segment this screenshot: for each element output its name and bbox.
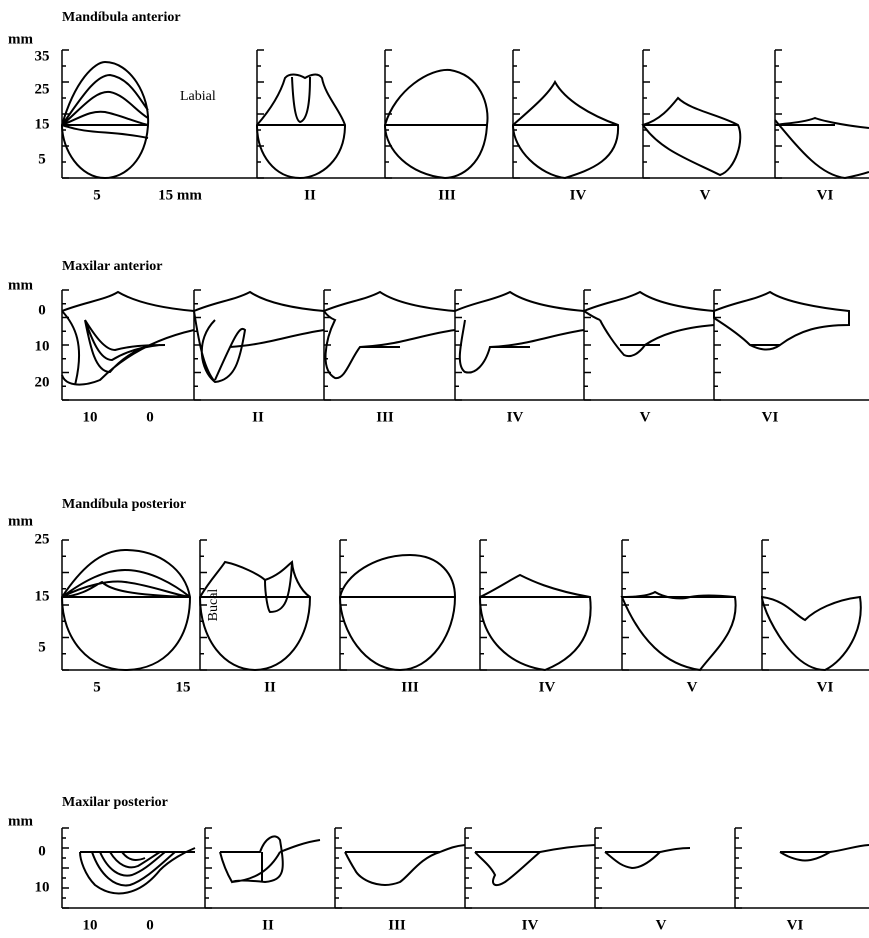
class-label: V [656, 917, 667, 933]
class-label: III [438, 187, 456, 203]
panel-title: Mandíbula posterior [62, 497, 186, 512]
y-tick-label: 5 [38, 151, 46, 167]
class-label: VI [762, 409, 779, 425]
y-tick-label: 15 [35, 588, 50, 604]
side-label: Bucal [206, 589, 221, 622]
x-tick-label: 15 mm [158, 187, 202, 203]
x-tick-label: 0 [146, 917, 154, 933]
class-label: IV [522, 917, 539, 933]
class-label: IV [570, 187, 587, 203]
x-tick-label: 0 [146, 409, 154, 425]
y-tick-label: 20 [35, 374, 50, 390]
x-tick-label: 10 [83, 917, 98, 933]
class-label: VI [787, 917, 804, 933]
panel-title: Maxilar anterior [62, 259, 162, 274]
unit-label: mm [8, 813, 33, 829]
side-label: Labial [180, 89, 216, 104]
y-tick-label: 10 [35, 338, 50, 354]
y-tick-label: 0 [38, 843, 46, 859]
class-label: II [264, 679, 276, 695]
panel-title: Mandíbula anterior [62, 10, 181, 25]
class-label: III [388, 917, 406, 933]
class-label: IV [507, 409, 524, 425]
class-label: III [401, 679, 419, 695]
y-tick-label: 15 [35, 116, 50, 132]
class-label: III [376, 409, 394, 425]
class-label: II [252, 409, 264, 425]
x-tick-label: 15 [176, 679, 191, 695]
y-tick-label: 0 [38, 302, 46, 318]
unit-label: mm [8, 31, 33, 47]
class-label: II [304, 187, 316, 203]
x-tick-label: 10 [83, 409, 98, 425]
class-label: IV [539, 679, 556, 695]
figure: Mandíbula anteriormm3525155515 mmIIIIIIV… [0, 0, 869, 938]
unit-label: mm [8, 513, 33, 529]
class-label: VI [817, 679, 834, 695]
class-label: VI [817, 187, 834, 203]
unit-label: mm [8, 277, 33, 293]
y-tick-label: 5 [38, 639, 46, 655]
x-tick-label: 5 [93, 187, 101, 203]
y-tick-label: 25 [35, 81, 50, 97]
y-tick-label: 10 [35, 879, 50, 895]
panel-title: Maxilar posterior [62, 795, 168, 810]
class-label: V [640, 409, 651, 425]
class-label: V [700, 187, 711, 203]
y-tick-label: 25 [35, 531, 50, 547]
class-label: V [687, 679, 698, 695]
class-label: II [262, 917, 274, 933]
x-tick-label: 5 [93, 679, 101, 695]
y-tick-label: 35 [35, 48, 50, 64]
